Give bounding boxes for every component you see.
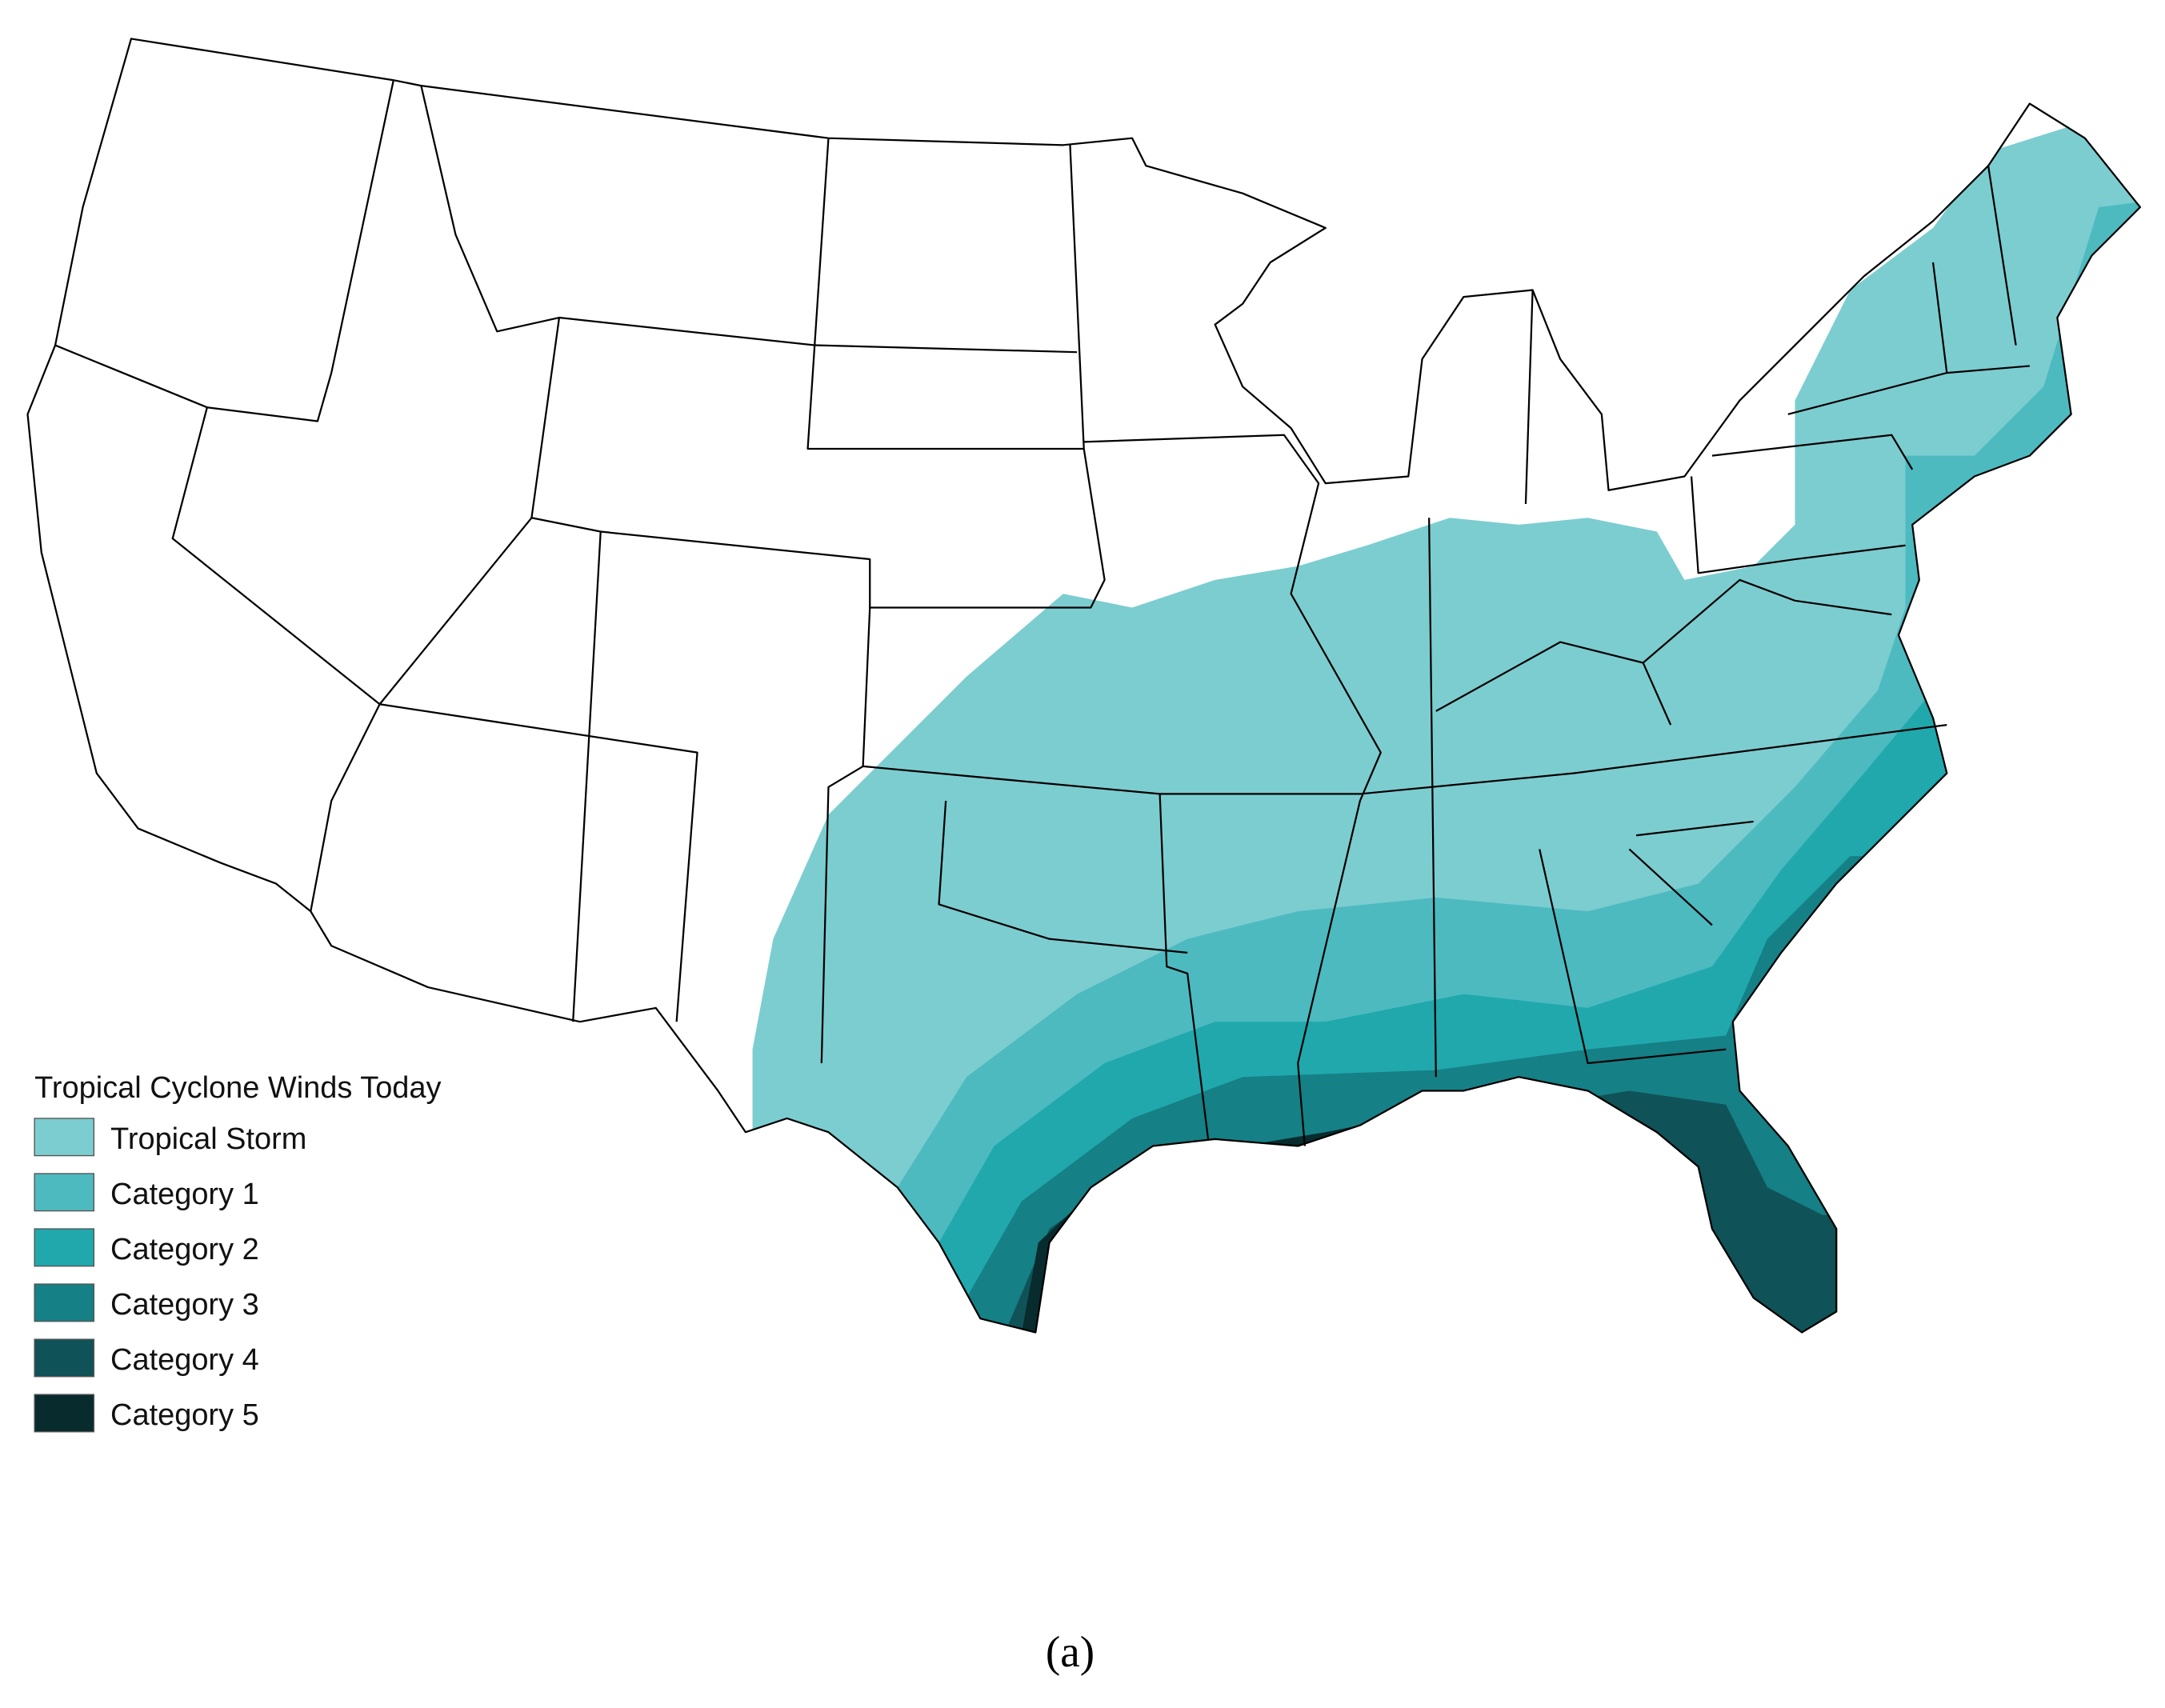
legend-label: Category 1 xyxy=(110,1178,259,1211)
legend-label: Category 3 xyxy=(110,1288,259,1322)
legend-swatch xyxy=(34,1228,95,1267)
legend-swatch xyxy=(34,1338,95,1378)
legend-title: Tropical Cyclone Winds Today xyxy=(34,1071,441,1105)
legend-swatch xyxy=(34,1394,95,1433)
legend-swatch xyxy=(34,1173,95,1212)
legend-items: Tropical Storm Category 1 Category 2 Catego… xyxy=(34,1118,306,1433)
legend-label: Category 2 xyxy=(110,1233,259,1266)
state-borders xyxy=(26,38,2142,1334)
legend: Tropical Cyclone Winds Today Tropical St… xyxy=(34,1071,442,1433)
legend-label: Tropical Storm xyxy=(110,1122,306,1156)
legend-swatch xyxy=(34,1118,95,1157)
legend-label: Category 5 xyxy=(110,1398,259,1432)
map xyxy=(26,38,2142,1334)
caption: (a) xyxy=(1046,1627,1095,1676)
legend-label: Category 4 xyxy=(110,1343,259,1377)
legend-swatch xyxy=(34,1283,95,1322)
